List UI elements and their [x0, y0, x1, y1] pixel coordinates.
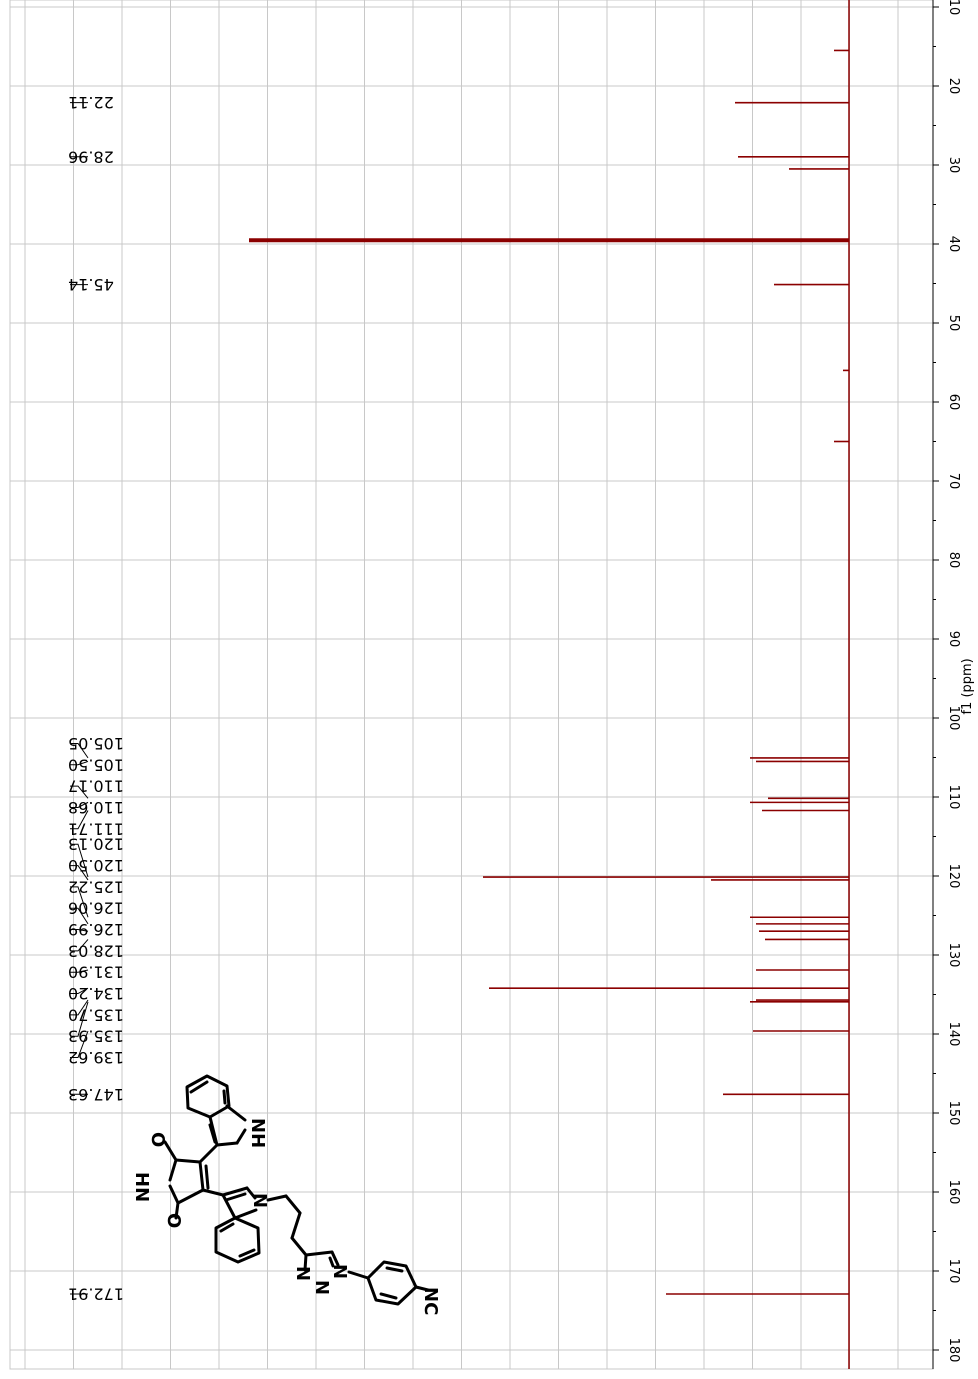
peak-label: 105.50: [68, 755, 124, 774]
spectrum-trace: [249, 0, 850, 1369]
peak-label-leader: [70, 939, 89, 952]
axis-tick-label: 180: [946, 1338, 961, 1363]
peak-label: 131.90: [68, 963, 124, 982]
peak-label-leader: [70, 865, 89, 881]
peak-label-leader: [70, 785, 89, 799]
axis-tick-label: 140: [946, 1022, 961, 1047]
peak-label-leader: [70, 1001, 89, 1037]
axis-tick-label: 20: [946, 78, 961, 95]
peak-label-leader: [70, 907, 89, 925]
axis-tick-label: 150: [946, 1101, 961, 1126]
peak-label: 120.13: [68, 835, 124, 854]
peak-label: 111.71: [68, 819, 124, 838]
axis-title: f1 (ppm): [960, 658, 975, 714]
molecule-structure: NH O HN O N N N N NC: [131, 1074, 441, 1315]
axis-tick-label: 160: [946, 1180, 961, 1205]
peak-label-leader: [70, 886, 89, 918]
peak-label: 28.96: [68, 147, 114, 166]
peak-label: 110.68: [68, 798, 124, 817]
peak-label-leader: [70, 929, 89, 932]
peak-label: 120.50: [68, 856, 124, 875]
peak-label: 110.17: [68, 777, 124, 796]
peak-label: 134.20: [68, 984, 124, 1003]
ppm-axis: 10 20 30 40 50 60 70 80 90 100 110 120 130 140 150 160 1…: [932, 0, 975, 1369]
plot-frame: [9, 0, 934, 1370]
peak-label-leader: [70, 1030, 89, 1059]
structure-label-triazole-n2: N: [311, 1280, 332, 1295]
peak-label-leader: [70, 801, 89, 808]
peak-label-leader: [70, 760, 89, 766]
axis-tick-label: 30: [946, 157, 961, 174]
peak-label: 45.14: [68, 275, 114, 294]
axis-tick-label: 50: [946, 315, 961, 332]
structure-label-triazole-n3: N: [329, 1264, 350, 1279]
structure-label-hn: HN: [131, 1172, 152, 1202]
structure-label-triazole-n1: N: [292, 1266, 313, 1281]
peak-label-leader: [70, 969, 89, 973]
peak-label: 126.99: [68, 920, 124, 939]
grid: [9, 0, 934, 1370]
axis-tick-label: 10: [946, 0, 961, 15]
axis-tick-label: 90: [946, 631, 961, 648]
peak-label-leader: [70, 987, 89, 995]
peak-label-leader: [70, 999, 89, 1016]
axis-tick-label: 100: [946, 706, 961, 731]
peak-label: 125.22: [68, 877, 124, 896]
axis-tick-label: 70: [946, 473, 961, 490]
axis-tick-label: 110: [946, 785, 961, 810]
structure-label-nh-top: NH: [247, 1118, 268, 1148]
peak-label-leader: [70, 810, 89, 830]
axis-tick-label: 170: [946, 1259, 961, 1284]
peak-label: 105.05: [68, 734, 124, 753]
axis-tick-label: 130: [946, 943, 961, 968]
peak-label: 135.93: [68, 1027, 124, 1046]
peak-labels: 22.11 28.96 45.14 105.05 105.50 110.17 110.68 1…: [68, 93, 124, 1303]
peak-label: 139.62: [68, 1048, 124, 1067]
axis-tick-label: 60: [946, 394, 961, 411]
structure-label-cn: NC: [420, 1287, 441, 1315]
peak-label: 22.11: [68, 93, 114, 112]
peak-label-leader: [70, 742, 89, 759]
structure-label-n-indole: N: [249, 1193, 270, 1208]
peak-label: 126.06: [68, 899, 124, 918]
structure-label-o-top: O: [147, 1132, 168, 1147]
peak-label: 135.70: [68, 1005, 124, 1024]
axis-tick-label: 120: [946, 864, 961, 889]
peak-label-leader: [70, 843, 89, 878]
peak-label: 128.03: [68, 941, 124, 960]
structure-label-o-bottom: O: [163, 1213, 184, 1228]
peak-label: 172.91: [68, 1284, 124, 1303]
axis-tick-label: 40: [946, 236, 961, 253]
axis-tick-label: 80: [946, 552, 961, 569]
peak-label: 147.63: [68, 1085, 124, 1104]
